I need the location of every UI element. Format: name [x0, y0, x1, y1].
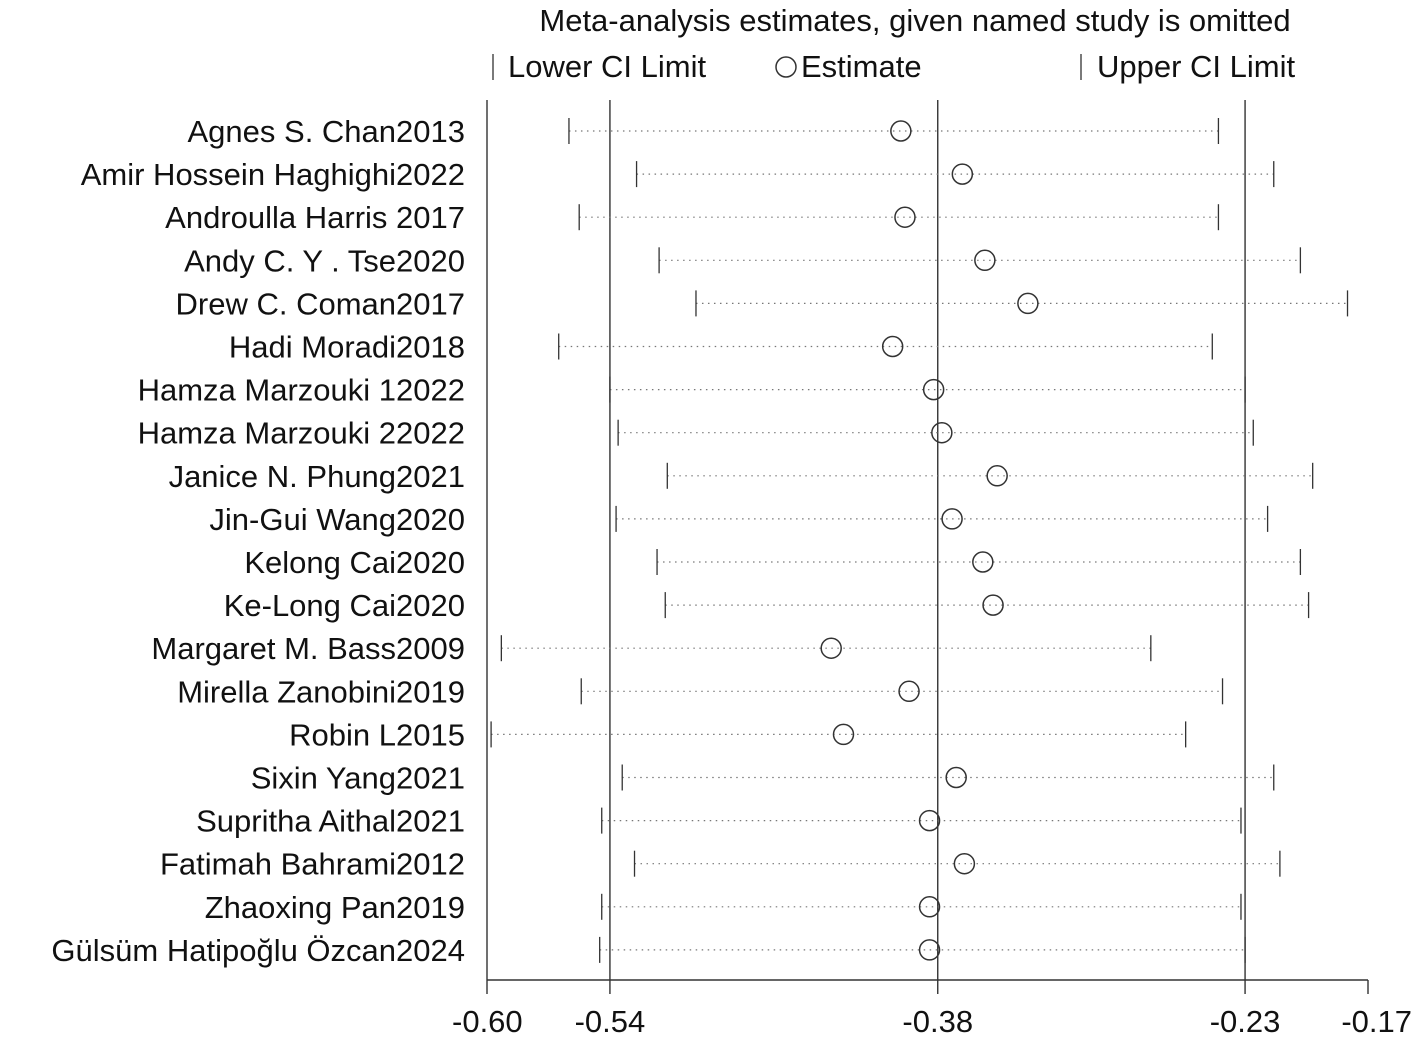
study-row: Androulla Harris 2017: [165, 200, 1220, 235]
study-label: Drew C. Coman2017: [176, 286, 465, 321]
study-label: Supritha Aithal2021: [196, 804, 465, 839]
study-row: Fatimah Bahrami2012: [160, 847, 1281, 882]
estimate-marker: [951, 163, 974, 185]
study-row: Mirella Zanobini2019: [177, 674, 1224, 709]
study-row: Jin-Gui Wang2020: [209, 502, 1269, 537]
x-tick-label: -0.60: [452, 1004, 523, 1038]
study-label: Hamza Marzouki 12022: [138, 373, 465, 408]
estimate-marker: [820, 637, 842, 659]
legend-upper-label: Upper CI Limit: [1097, 49, 1295, 84]
legend: Lower CI Limit Estimate Upper CI Limit: [492, 49, 1295, 84]
study-label: Hamza Marzouki 22022: [138, 416, 465, 451]
study-label: Hadi Moradi2018: [229, 330, 465, 365]
study-label: Margaret M. Bass2009: [151, 631, 465, 666]
estimate-marker: [986, 465, 1008, 487]
study-row: Janice N. Phung2021: [169, 459, 1314, 494]
estimate-marker: [953, 852, 976, 875]
study-label: Mirella Zanobini2019: [177, 674, 465, 709]
study-label: Sixin Yang2021: [251, 761, 465, 796]
study-label: Ke-Long Cai2020: [224, 588, 465, 623]
study-row: Amir Hossein Haghighi2022: [81, 157, 1275, 192]
estimate-marker: [1017, 292, 1039, 315]
study-row: Hadi Moradi2018: [229, 330, 1213, 365]
estimate-marker: [945, 766, 967, 789]
estimate-marker: [890, 120, 912, 142]
study-label: Amir Hossein Haghighi2022: [81, 157, 465, 192]
estimate-marker: [898, 680, 920, 703]
x-tick-label: -0.38: [902, 1004, 973, 1038]
x-axis-ticks: -0.60 -0.54 -0.38 -0.23 -0.17: [452, 980, 1412, 1038]
reference-lines: [609, 100, 1246, 980]
estimate-marker: [918, 939, 941, 961]
estimate-marker: [894, 206, 916, 228]
legend-lower-label: Lower CI Limit: [508, 49, 706, 84]
x-tick-label: -0.17: [1341, 1004, 1412, 1038]
study-row: Robin L2015: [289, 717, 1187, 752]
study-label: Robin L2015: [289, 717, 465, 752]
study-label: Jin-Gui Wang2020: [209, 502, 465, 537]
study-row: Sixin Yang2021: [251, 761, 1275, 796]
study-label: Kelong Cai2020: [244, 545, 465, 580]
estimate-marker: [931, 421, 953, 444]
study-label: Gülsüm Hatipoğlu Özcan2024: [51, 933, 465, 968]
legend-estimate-marker: [775, 56, 797, 78]
study-row: Ke-Long Cai2020: [224, 588, 1310, 623]
study-row: Agnes S. Chan2013: [188, 114, 1220, 149]
study-row: Zhaoxing Pan2019: [205, 890, 1242, 925]
study-label: Janice N. Phung2021: [169, 459, 465, 494]
estimate-marker: [982, 594, 1004, 616]
study-row: Hamza Marzouki 22022: [138, 416, 1254, 451]
estimate-marker: [972, 551, 994, 573]
legend-estimate-label: Estimate: [801, 49, 922, 84]
estimate-marker: [974, 249, 996, 272]
study-label: Agnes S. Chan2013: [188, 114, 466, 149]
estimate-marker: [918, 896, 941, 918]
study-label: Andy C. Y . Tse2020: [184, 243, 465, 278]
chart-title: Meta-analysis estimates, given named stu…: [539, 3, 1290, 38]
study-row: Kelong Cai2020: [244, 545, 1302, 580]
study-row: Drew C. Coman2017: [176, 286, 1349, 321]
x-tick-label: -0.54: [575, 1004, 646, 1038]
study-row: Andy C. Y . Tse2020: [184, 243, 1302, 278]
estimate-marker: [832, 723, 855, 746]
study-row: Supritha Aithal2021: [196, 804, 1242, 839]
study-row: Hamza Marzouki 12022: [138, 373, 1246, 408]
estimate-marker: [918, 809, 941, 832]
estimate-marker: [922, 378, 945, 401]
study-label: Zhaoxing Pan2019: [205, 890, 465, 925]
study-row: Margaret M. Bass2009: [151, 631, 1152, 666]
study-label: Fatimah Bahrami2012: [160, 847, 465, 882]
estimate-marker: [881, 335, 904, 358]
study-label: Androulla Harris 2017: [165, 200, 465, 235]
study-row: Gülsüm Hatipoğlu Özcan2024: [51, 933, 1246, 968]
estimate-marker: [941, 508, 963, 530]
study-rows: Agnes S. Chan2013 Amir Hossein Haghighi20…: [51, 114, 1349, 968]
x-tick-label: -0.23: [1210, 1004, 1281, 1038]
